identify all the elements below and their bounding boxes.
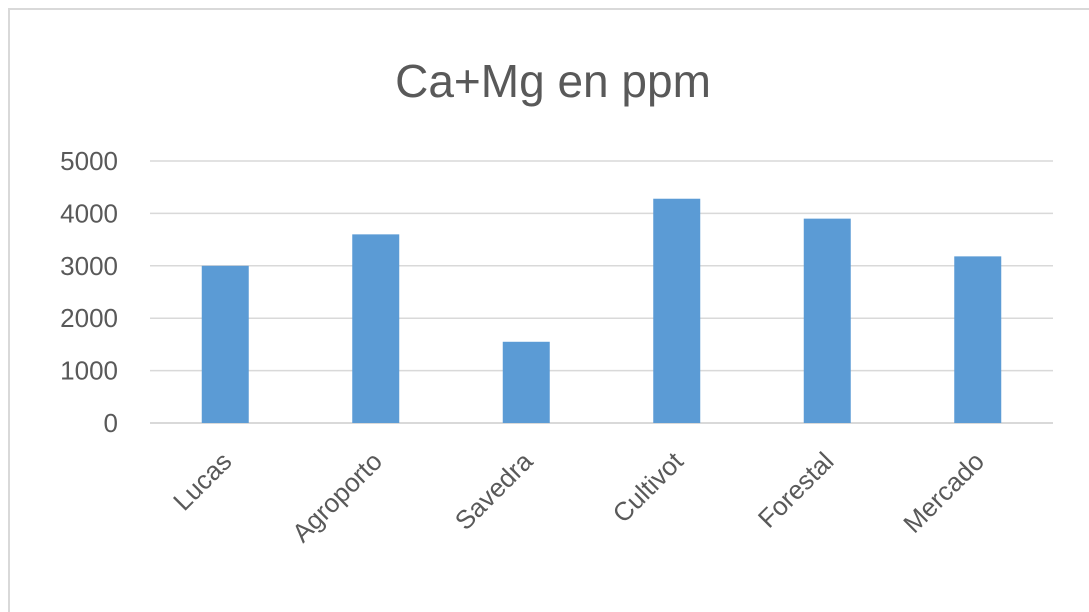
y-axis-ticks: 0 1000 2000 3000 4000 5000 (60, 146, 118, 438)
x-category-label: Savedra (449, 446, 539, 536)
x-category-label: Cultivot (606, 445, 689, 528)
y-tick-label: 3000 (60, 251, 118, 281)
chart-frame (8, 8, 1089, 612)
x-category-label: Forestal (752, 446, 840, 534)
bars (201, 198, 1002, 423)
y-tick-label: 5000 (60, 146, 118, 176)
bar-cultivot (653, 198, 701, 423)
bar-savedra (502, 341, 550, 423)
chart-title: Ca+Mg en ppm (395, 55, 711, 107)
bar-mercado (954, 256, 1002, 423)
gridlines (150, 160, 1053, 424)
bar-lucas (201, 265, 249, 423)
x-category-label: Lucas (167, 446, 237, 516)
y-tick-label: 4000 (60, 198, 118, 228)
y-tick-label: 2000 (60, 303, 118, 333)
y-tick-label: 1000 (60, 356, 118, 386)
x-category-label: Mercado (897, 446, 990, 539)
x-category-label: Agroporto (286, 446, 388, 548)
bar-forestal (803, 218, 851, 423)
x-axis-categories: Lucas Agroporto Savedra Cultivot Forestal Mer… (167, 445, 990, 548)
bar-agroporto (352, 234, 400, 423)
y-tick-label: 0 (104, 408, 118, 438)
